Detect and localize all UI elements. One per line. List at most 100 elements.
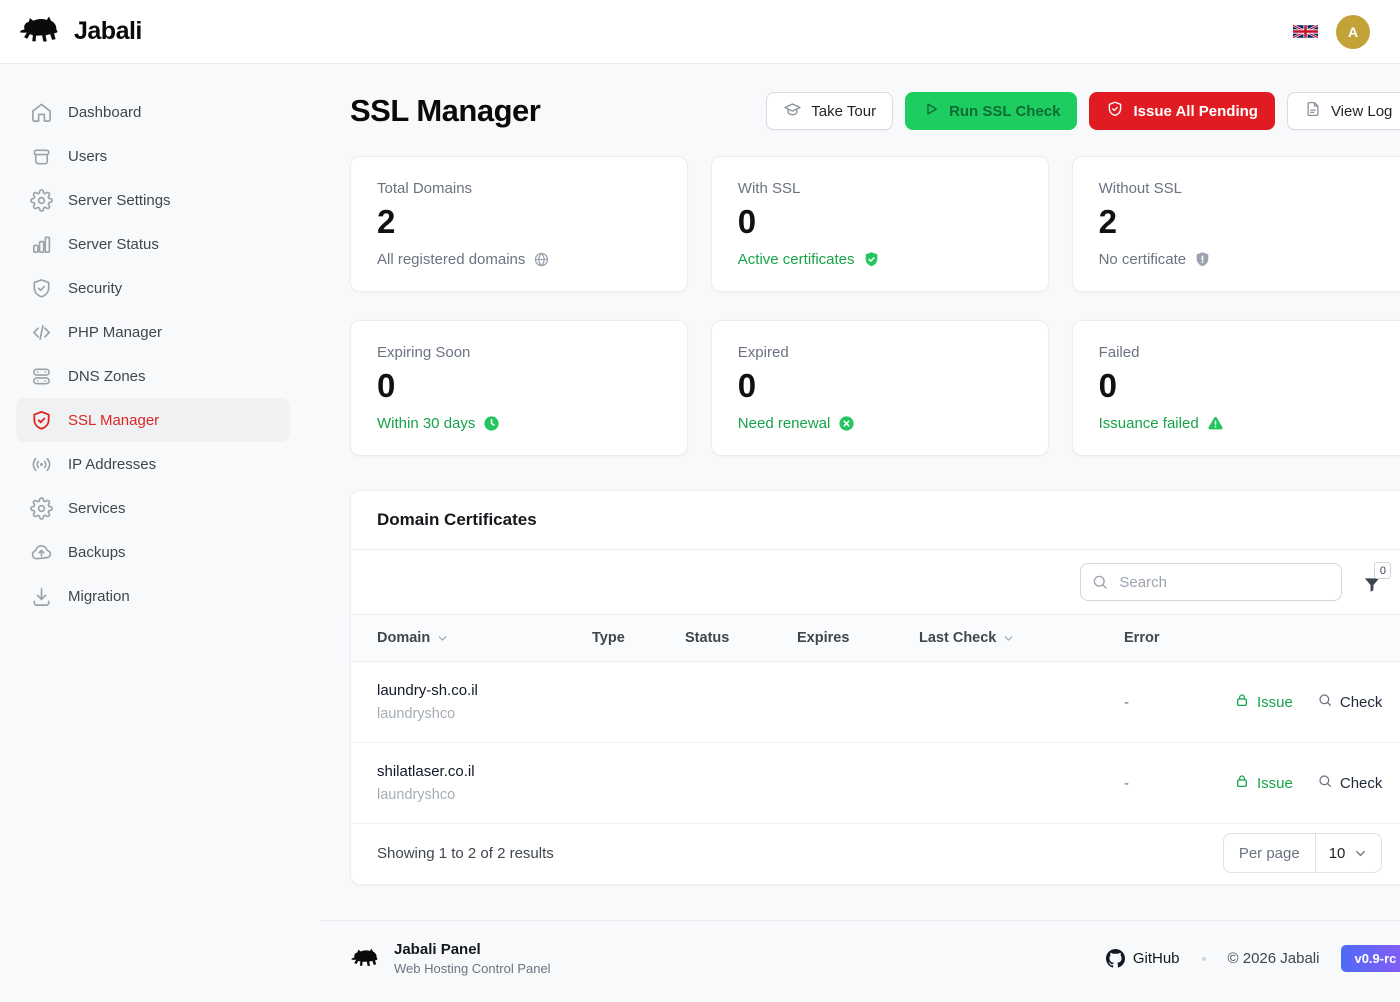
page-title: SSL Manager (350, 93, 541, 128)
sidebar-item-migration[interactable]: Migration (16, 574, 290, 618)
shield-check-filled-icon (863, 251, 880, 268)
dot-separator (1201, 956, 1206, 961)
sidebar-item-ip-addresses[interactable]: IP Addresses (16, 442, 290, 486)
column-header-status: Status (685, 630, 730, 646)
search-box (1080, 563, 1343, 601)
github-link[interactable]: GitHub (1105, 949, 1180, 968)
funnel-icon (1362, 575, 1382, 595)
sidebar-item-server-status[interactable]: Server Status (16, 222, 290, 266)
sidebar-item-dashboard[interactable]: Dashboard (16, 90, 290, 134)
sidebar-item-label: Migration (68, 587, 130, 605)
shield-check-icon (30, 277, 53, 300)
sidebar-item-label: PHP Manager (68, 323, 162, 341)
stat-card-without-ssl: Without SSL 2 No certificate (1071, 156, 1400, 292)
gear-icon (30, 188, 53, 212)
x-circle-filled-icon (838, 415, 855, 432)
chevron-down-icon (1353, 846, 1368, 861)
take-tour-button[interactable]: Take Tour (766, 92, 894, 130)
table-toolbar: 0 (351, 550, 1400, 614)
sidebar-item-php-manager[interactable]: PHP Manager (16, 310, 290, 354)
bar-chart-icon (30, 233, 53, 256)
stats-grid: Total Domains 2 All registered domains W… (350, 156, 1400, 456)
stat-caption: Issuance failed (1098, 415, 1199, 432)
issue-action[interactable]: Issue (1234, 692, 1293, 712)
search-input[interactable] (1080, 563, 1343, 601)
table-row: shilatlaser.co.il laundryshco - Issue Ch… (351, 743, 1400, 824)
search-icon (1317, 692, 1333, 712)
stat-value: 0 (377, 367, 396, 404)
issue-all-pending-label: Issue All Pending (1133, 102, 1258, 120)
play-icon (922, 100, 940, 122)
stat-card-total-domains: Total Domains 2 All registered domains (350, 156, 688, 292)
lock-icon (1234, 692, 1250, 712)
home-icon (30, 101, 53, 124)
warning-triangle-filled-icon (1207, 415, 1224, 432)
sidebar-item-label: Dashboard (68, 103, 142, 121)
run-ssl-check-label: Run SSL Check (949, 102, 1061, 120)
footer-tagline: Web Hosting Control Panel (394, 961, 551, 976)
column-header-type: Type (592, 630, 625, 646)
version-badge: v0.9-rc (1341, 945, 1400, 972)
brand-name: Jabali (74, 17, 142, 45)
per-page-control: Per page 10 (1222, 833, 1383, 873)
take-tour-label: Take Tour (811, 102, 877, 120)
sidebar-item-backups[interactable]: Backups (16, 530, 290, 574)
column-header-expires: Expires (797, 630, 850, 646)
stat-card-expired: Expired 0 Need renewal (710, 320, 1049, 456)
sidebar-item-label: IP Addresses (68, 455, 157, 473)
sidebar-item-label: Backups (68, 543, 126, 561)
download-icon (30, 585, 53, 608)
stat-label: Failed (1098, 344, 1140, 361)
sidebar-item-security[interactable]: Security (16, 266, 290, 310)
lock-icon (1234, 773, 1250, 793)
sidebar-item-users[interactable]: Users (16, 134, 290, 178)
stat-caption: All registered domains (377, 251, 526, 268)
brand-logo[interactable]: Jabali (18, 16, 142, 47)
sidebar-item-dns-zones[interactable]: DNS Zones (16, 354, 290, 398)
page-footer: Jabali Panel Web Hosting Control Panel G… (320, 920, 1400, 996)
filter-count-badge: 0 (1374, 562, 1392, 579)
run-ssl-check-button[interactable]: Run SSL Check (905, 92, 1078, 130)
shield-check-icon (1106, 100, 1124, 122)
column-header-error: Error (1124, 630, 1160, 646)
per-page-label: Per page (1224, 834, 1316, 872)
footer-app-name: Jabali Panel (394, 941, 481, 958)
column-header-domain[interactable]: Domain (377, 630, 592, 646)
user-avatar[interactable]: A (1336, 14, 1370, 49)
boar-logo-icon (18, 16, 64, 47)
stat-card-with-ssl: With SSL 0 Active certificates (710, 156, 1049, 292)
domain-owner: laundryshco (377, 706, 456, 722)
sidebar-item-label: SSL Manager (68, 411, 160, 429)
domain-owner: laundryshco (377, 787, 456, 803)
issue-action[interactable]: Issue (1234, 773, 1293, 793)
stat-card-failed: Failed 0 Issuance failed (1071, 320, 1400, 456)
stat-value: 0 (1098, 367, 1117, 404)
stat-caption: Active certificates (737, 251, 855, 268)
column-header-last-check[interactable]: Last Check (919, 630, 1124, 646)
sidebar-item-ssl-manager[interactable]: SSL Manager (16, 398, 290, 442)
view-log-button[interactable]: View Log (1286, 92, 1400, 130)
check-action[interactable]: Check (1317, 773, 1382, 793)
error-cell: - (1124, 693, 1129, 711)
domain-name: shilatlaser.co.il (377, 763, 475, 780)
table-row: laundry-sh.co.il laundryshco - Issue Che… (351, 662, 1400, 743)
top-bar: Jabali A (0, 0, 1400, 64)
per-page-select[interactable]: 10 (1316, 834, 1382, 872)
stat-caption: Within 30 days (377, 415, 476, 432)
issue-all-pending-button[interactable]: Issue All Pending (1089, 92, 1275, 130)
filter-button[interactable]: 0 (1362, 562, 1392, 595)
sidebar-item-server-settings[interactable]: Server Settings (16, 178, 290, 222)
language-flag-uk-icon[interactable] (1293, 23, 1318, 40)
stat-label: Without SSL (1098, 180, 1182, 197)
table-footer: Showing 1 to 2 of 2 results Per page 10 (351, 824, 1400, 884)
error-cell: - (1124, 774, 1129, 792)
table-header-row: Domain Type Status Expires Last Check Er… (351, 614, 1400, 662)
shield-check-icon (30, 409, 53, 432)
globe-icon (533, 251, 550, 268)
sidebar-item-label: Services (68, 499, 126, 517)
sidebar-item-services[interactable]: Services (16, 486, 290, 530)
chevron-down-icon (1002, 632, 1015, 645)
server-stack-icon (30, 365, 53, 388)
check-action[interactable]: Check (1317, 692, 1382, 712)
graduation-cap-icon (783, 100, 802, 123)
